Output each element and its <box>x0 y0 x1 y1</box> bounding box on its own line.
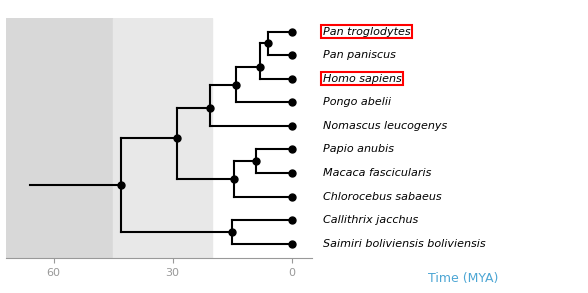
Text: Macaca fascicularis: Macaca fascicularis <box>323 168 431 178</box>
Text: Homo sapiens: Homo sapiens <box>323 74 402 84</box>
Text: Pan troglodytes: Pan troglodytes <box>323 27 410 37</box>
Text: Callithrix jacchus: Callithrix jacchus <box>323 215 418 225</box>
Text: Chlorocebus sabaeus: Chlorocebus sabaeus <box>323 192 442 202</box>
Text: Nomascus leucogenys: Nomascus leucogenys <box>323 121 447 131</box>
Text: Saimiri boliviensis boliviensis: Saimiri boliviensis boliviensis <box>323 239 485 249</box>
Text: Pongo abelii: Pongo abelii <box>323 97 391 107</box>
Text: Pan paniscus: Pan paniscus <box>323 50 396 60</box>
Text: Papio anubis: Papio anubis <box>323 144 394 154</box>
Text: Time (MYA): Time (MYA) <box>429 272 499 285</box>
Bar <box>6 18 113 258</box>
Bar <box>113 18 212 258</box>
